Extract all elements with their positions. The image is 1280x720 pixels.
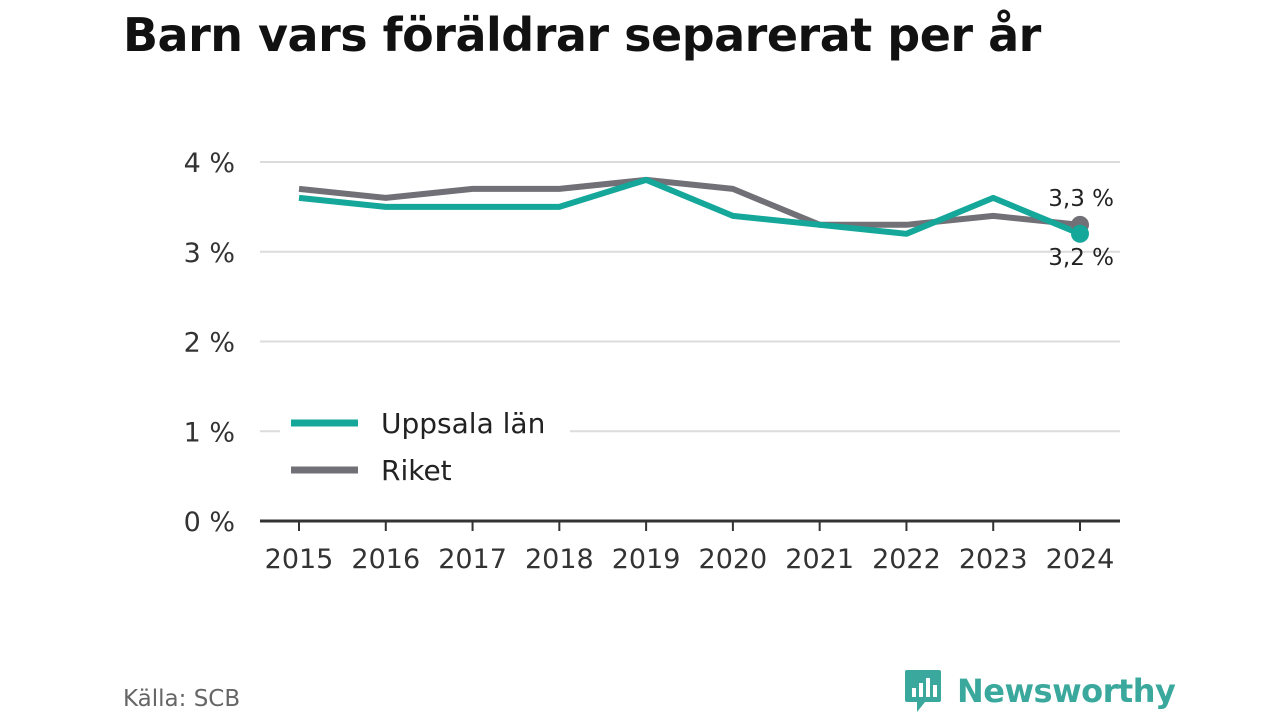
line-chart: 0 % 1 % 2 % 3 % 4 % 2015 2016 2017 2018 2019 2020…: [184, 148, 1120, 575]
brand-logo: Newsworthy: [903, 668, 1176, 714]
source-note: Källa: SCB: [123, 686, 241, 712]
y-tick-label: 3 %: [184, 238, 235, 269]
legend-background: [280, 400, 570, 500]
series-line-uppsala: [298, 176, 1082, 237]
end-label-riket: 3,3 %: [1048, 186, 1114, 212]
y-tick-label: 2 %: [184, 328, 235, 359]
end-labels: 3,3 % 3,2 %: [1048, 186, 1114, 271]
legend-label-uppsala: Uppsala län: [381, 407, 545, 440]
x-axis: [260, 519, 1120, 531]
y-axis-tick-labels: 0 % 1 % 2 % 3 % 4 %: [184, 148, 235, 538]
legend-label-riket: Riket: [381, 454, 452, 487]
x-tick-label: 2024: [1046, 544, 1115, 575]
x-tick-label: 2022: [872, 544, 941, 575]
x-tick-label: 2020: [699, 544, 768, 575]
x-tick-label: 2017: [438, 544, 507, 575]
y-tick-label: 4 %: [184, 148, 235, 179]
x-tick-label: 2023: [959, 544, 1028, 575]
x-tick-label: 2018: [525, 544, 594, 575]
legend-box: [280, 400, 570, 500]
brand-name: Newsworthy: [957, 672, 1176, 710]
legend: Uppsala län Riket: [291, 407, 545, 487]
y-tick-label: 0 %: [184, 507, 235, 538]
newsworthy-logo-icon: [905, 670, 941, 712]
series-lines: [298, 176, 1089, 243]
x-axis-tick-labels: 2015 2016 2017 2018 2019 2020 2021 2022 2023 2024: [265, 544, 1115, 575]
x-tick-label: 2016: [351, 544, 420, 575]
x-tick-label: 2015: [265, 544, 334, 575]
end-label-uppsala: 3,2 %: [1048, 245, 1114, 271]
end-marker-uppsala: [1071, 224, 1089, 243]
x-tick-label: 2021: [785, 544, 854, 575]
x-tick-label: 2019: [612, 544, 681, 575]
series-line-riket: [298, 176, 1081, 228]
y-tick-label: 1 %: [184, 417, 235, 448]
grid-lines: [260, 161, 1120, 433]
chart-title: Barn vars föräldrar separerat per år: [123, 8, 1041, 62]
